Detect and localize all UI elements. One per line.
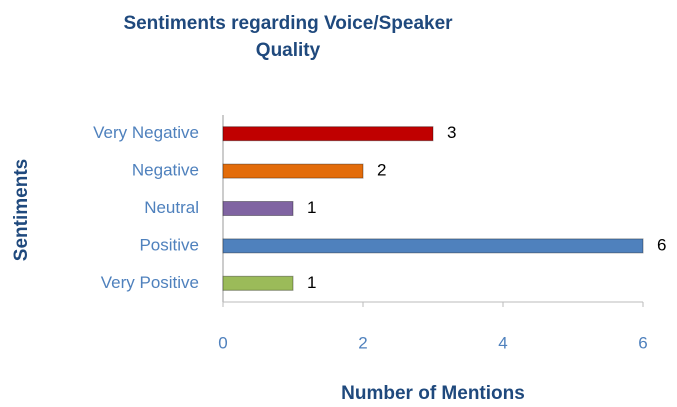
y-tick-label: Very Positive [101, 273, 199, 292]
bar [222, 163, 364, 179]
data-label: 1 [307, 198, 316, 217]
x-tick-label: 0 [218, 333, 227, 352]
data-label: 3 [447, 123, 456, 142]
y-axis-label: Sentiments [11, 159, 32, 261]
data-label: 2 [377, 161, 386, 180]
bar [222, 201, 294, 216]
x-axis-label: Number of Mentions [341, 383, 525, 404]
y-tick-label: Very Negative [93, 123, 199, 142]
bar [222, 126, 434, 142]
x-tick-label: 4 [498, 333, 507, 352]
x-tick-label: 2 [358, 333, 367, 352]
bar [222, 275, 294, 291]
y-tick-label: Positive [139, 235, 199, 254]
chart-title: Sentiments regarding Voice/Speaker Quali… [123, 13, 453, 61]
data-label: 1 [307, 273, 316, 292]
x-tick-label: 6 [638, 333, 647, 352]
y-tick-label: Negative [132, 161, 199, 180]
y-tick-label: Neutral [144, 198, 199, 217]
bar [222, 238, 644, 254]
data-label: 6 [657, 235, 666, 254]
